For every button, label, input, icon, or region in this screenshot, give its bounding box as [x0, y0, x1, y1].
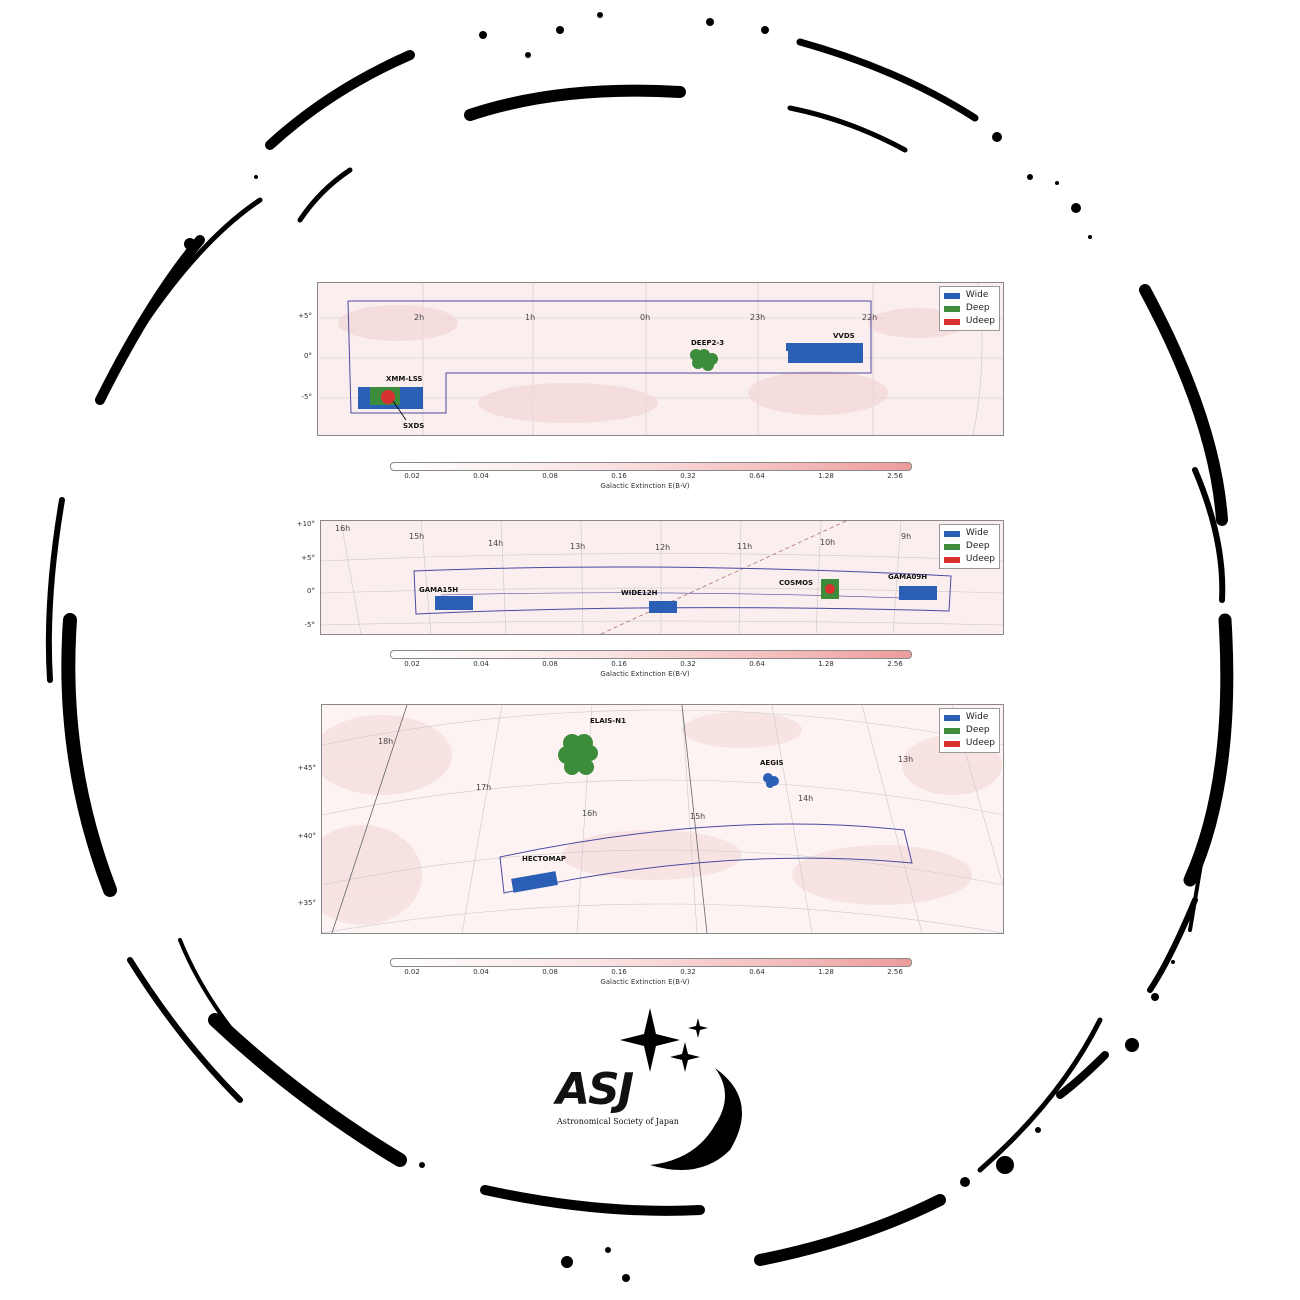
- ra-label: 23h: [750, 313, 766, 322]
- ra-label: 15h: [409, 532, 425, 541]
- dec-label: +40°: [297, 832, 316, 840]
- field-label-deep2-3: DEEP2-3: [691, 339, 725, 347]
- ra-label: 15h: [690, 812, 706, 821]
- legend-item-udeep: Udeep: [943, 553, 995, 566]
- ra-label: 2h: [414, 313, 425, 322]
- dec-label: +35°: [297, 899, 316, 907]
- field-label-gama15h: GAMA15H: [419, 586, 459, 594]
- field-label-cosmos: COSMOS: [779, 579, 814, 587]
- dec-label: -5°: [301, 393, 312, 401]
- crescent-moon-icon: [650, 1068, 742, 1170]
- field-label-gama09h: GAMA09H: [888, 573, 928, 581]
- colorbar-label: Galactic Extinction E(B-V): [600, 978, 690, 986]
- ra-label: 1h: [525, 313, 536, 322]
- ra-label: 11h: [737, 542, 753, 551]
- ra-label: 13h: [570, 542, 586, 551]
- dec-label: +45°: [297, 764, 316, 772]
- ra-label: 9h: [901, 532, 912, 541]
- logo-letters: ASJ: [556, 1064, 634, 1115]
- ra-label: 10h: [820, 538, 836, 547]
- sky-map-panel-1: XMM-LSS SXDS DEEP2-3 VVDS 2h 1h 0h 23h 2…: [317, 282, 1004, 436]
- dec-label: +10°: [296, 520, 315, 528]
- dec-label: 0°: [307, 587, 315, 595]
- field-label-aegis: AEGIS: [760, 759, 784, 767]
- legend-item-deep: Deep: [943, 302, 995, 315]
- dec-label: +5°: [301, 554, 315, 562]
- legend: Wide Deep Udeep: [938, 708, 1000, 753]
- colorbar-1: 0.02 0.04 0.08 0.16 0.32 0.64 1.28 2.56 …: [390, 462, 912, 494]
- ra-label: 16h: [335, 524, 351, 533]
- field-label-sxds: SXDS: [403, 422, 425, 430]
- sky-map-1-graphics: [318, 283, 1003, 435]
- ra-label: 17h: [476, 783, 492, 792]
- sky-map-2-graphics: [321, 521, 1003, 634]
- colorbar-label: Galactic Extinction E(B-V): [600, 670, 690, 678]
- dec-label: -5°: [304, 621, 315, 629]
- field-label-hectomap: HECTOMAP: [522, 855, 567, 863]
- star-icon: [670, 1042, 700, 1072]
- field-label-vvds: VVDS: [833, 332, 855, 340]
- dec-label: +5°: [298, 312, 312, 320]
- star-icon: [688, 1018, 708, 1038]
- legend-item-wide: Wide: [943, 711, 995, 724]
- colorbar-label: Galactic Extinction E(B-V): [600, 482, 690, 490]
- legend-item-udeep: Udeep: [943, 737, 995, 750]
- colorbar-3: 0.02 0.04 0.08 0.16 0.32 0.64 1.28 2.56 …: [390, 958, 912, 990]
- ra-label: 18h: [378, 737, 394, 746]
- ra-label: 13h: [898, 755, 914, 764]
- field-label-xmm-lss: XMM-LSS: [386, 375, 423, 383]
- sky-map-panel-2: GAMA15H WIDE12H COSMOS GAMA09H 16h 15h 1…: [320, 520, 1004, 635]
- field-label-elais-n1: ELAIS-N1: [590, 717, 626, 725]
- legend: Wide Deep Udeep: [938, 524, 1000, 569]
- ra-label: 0h: [640, 313, 651, 322]
- ra-label: 16h: [582, 809, 598, 818]
- ra-label: 12h: [655, 543, 671, 552]
- sky-map-panel-3: ELAIS-N1 AEGIS HECTOMAP 18h 17h 16h 15h …: [321, 704, 1004, 934]
- colorbar-2: 0.02 0.04 0.08 0.16 0.32 0.64 1.28 2.56 …: [390, 650, 912, 682]
- ra-label: 22h: [862, 313, 878, 322]
- ra-label: 14h: [488, 539, 504, 548]
- legend: Wide Deep Udeep: [938, 286, 1000, 331]
- legend-item-deep: Deep: [943, 724, 995, 737]
- legend-item-wide: Wide: [943, 527, 995, 540]
- field-label-wide12h: WIDE12H: [621, 589, 658, 597]
- legend-item-wide: Wide: [943, 289, 995, 302]
- asj-logo-mark: [620, 1008, 742, 1170]
- dec-label: 0°: [304, 352, 312, 360]
- star-icon: [620, 1008, 680, 1072]
- logo-subtitle: Astronomical Society of Japan: [557, 1117, 679, 1126]
- ra-label: 14h: [798, 794, 814, 803]
- sky-map-3-graphics: [322, 705, 1003, 933]
- legend-item-deep: Deep: [943, 540, 995, 553]
- legend-item-udeep: Udeep: [943, 315, 995, 328]
